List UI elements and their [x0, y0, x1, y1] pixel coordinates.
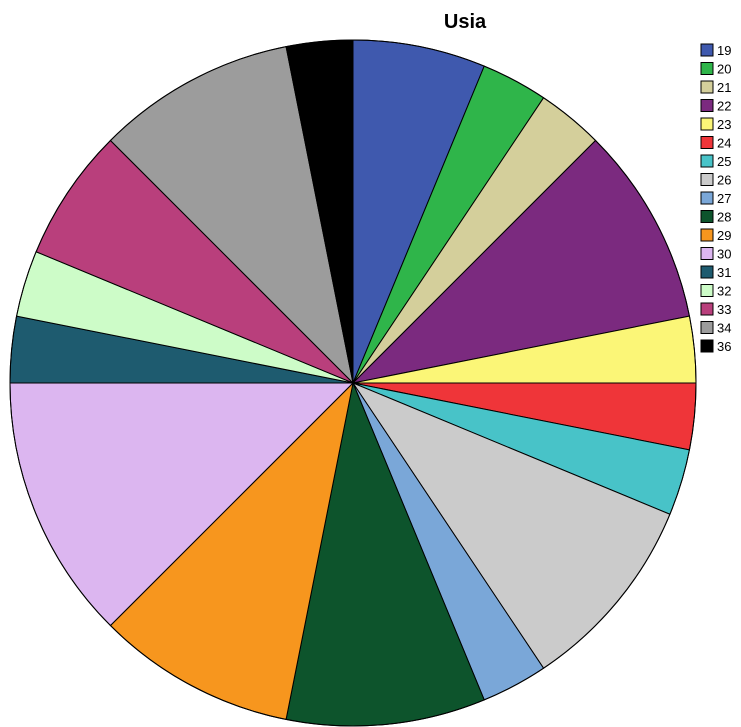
legend-label-19: 19 [717, 43, 731, 58]
legend-label-20: 20 [717, 62, 731, 77]
legend-swatch-21 [700, 80, 714, 94]
legend-label-36: 36 [717, 339, 731, 354]
legend-label-23: 23 [717, 117, 731, 132]
pie-slices [9, 39, 697, 727]
legend-swatch-34 [700, 321, 714, 334]
legend-swatch-36 [700, 339, 714, 353]
legend-swatch-30 [700, 247, 714, 260]
legend-swatch-19 [700, 43, 714, 57]
legend-swatch-32 [700, 284, 714, 297]
legend-label-30: 30 [717, 247, 731, 262]
legend-swatch-22 [700, 99, 714, 112]
legend-swatch-24 [700, 136, 714, 149]
legend-label-28: 28 [717, 210, 731, 225]
legend-swatch-23 [700, 117, 714, 131]
legend: 19 20 21 22 23 24 25 26 27 28 29 30 31 32 33 34 36 [700, 43, 731, 354]
legend-swatch-28 [700, 210, 714, 223]
legend-label-21: 21 [717, 80, 731, 95]
pie-outline [9, 39, 697, 727]
legend-label-32: 32 [717, 284, 731, 299]
legend-swatch-29 [700, 228, 714, 242]
legend-swatch-25 [700, 154, 714, 168]
legend-swatch-26 [700, 173, 714, 186]
legend-label-26: 26 [717, 173, 731, 188]
legend-label-29: 29 [717, 228, 731, 243]
legend-label-22: 22 [717, 99, 731, 114]
legend-label-31: 31 [717, 265, 731, 280]
legend-label-24: 24 [717, 136, 731, 151]
legend-swatch-31 [700, 265, 714, 279]
chart-title: Usia [444, 11, 487, 33]
legend-swatch-27 [700, 191, 714, 205]
legend-label-33: 33 [717, 302, 731, 317]
legend-swatch-33 [700, 302, 714, 316]
legend-label-27: 27 [717, 191, 731, 206]
legend-label-34: 34 [717, 321, 731, 336]
legend-label-25: 25 [717, 154, 731, 169]
legend-swatch-20 [700, 62, 714, 75]
